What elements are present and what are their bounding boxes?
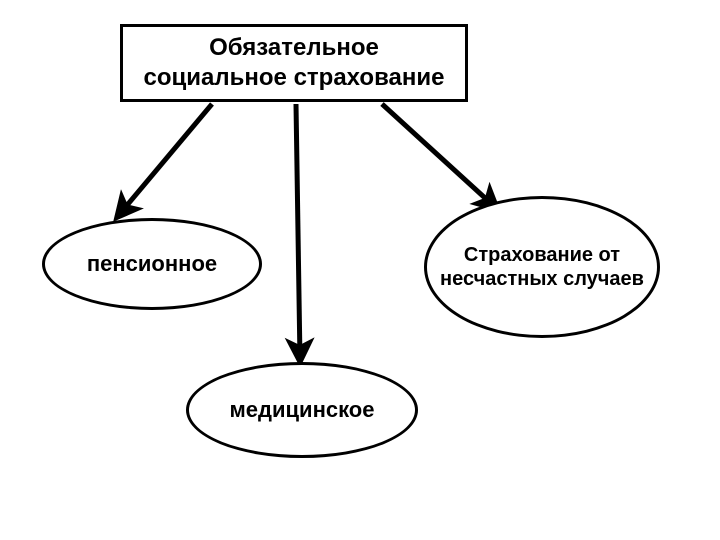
root-node: Обязательное социальное страхование xyxy=(120,24,468,102)
child-node-pension: пенсионное xyxy=(42,218,262,310)
child-label-accident: Страхование от несчастных случаев xyxy=(437,243,647,291)
root-label: Обязательное социальное страхование xyxy=(137,33,451,93)
child-label-pension: пенсионное xyxy=(87,251,217,277)
child-node-accident: Страхование от несчастных случаев xyxy=(424,196,660,338)
child-label-medical: медицинское xyxy=(230,397,375,423)
child-node-medical: медицинское xyxy=(186,362,418,458)
